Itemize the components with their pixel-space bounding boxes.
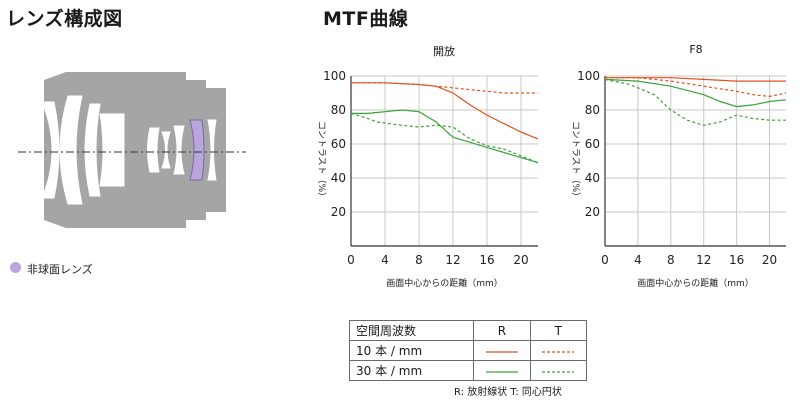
aspherical-legend-icon <box>10 262 21 273</box>
aspherical-legend-label: 非球面レンズ <box>27 263 93 276</box>
legend-header-r: R <box>473 320 531 341</box>
lens-element-1 <box>41 101 60 199</box>
legend-row-30: 30 本 / mm <box>348 360 588 381</box>
lens-diagram <box>18 72 246 228</box>
lens-section-title: レンズ構成図 <box>6 8 123 30</box>
mtf-chart-open: 0 4 8 12 16 20 20 40 60 80 100 画面中心からの距離（mm） コントラスト（… <box>316 69 539 289</box>
mtf-series-10-r <box>351 82 539 140</box>
y-tick-label: 100 <box>323 69 346 83</box>
chart-title-f8: F8 <box>689 43 703 56</box>
x-tick-label: 4 <box>634 253 642 267</box>
x-tick-label: 12 <box>445 253 460 267</box>
y-tick-label: 60 <box>585 137 600 151</box>
x-tick-label: 16 <box>479 253 494 267</box>
aspherical-lens-element <box>189 119 205 181</box>
mtf-chart-f8: 0 4 8 12 16 20 20 40 60 80 100 画面中心からの距離（mm） コントラスト（… <box>570 69 787 289</box>
legend-swatch-30-t <box>529 360 588 381</box>
chart-title-open: 開放 <box>433 45 455 58</box>
lens-element-6 <box>161 131 171 169</box>
y-axis-label: コントラスト（%） <box>316 121 327 201</box>
mtf-series-30-r <box>604 78 787 108</box>
lens-elements <box>41 95 217 205</box>
mtf-series-30-r <box>351 109 539 164</box>
lens-element-3 <box>84 103 101 197</box>
x-axis-label: 画面中心からの距離（mm） <box>637 277 754 289</box>
mtf-series-10-t <box>605 77 787 98</box>
mtf-series-10-t <box>351 82 538 94</box>
mtf-section-title: MTF曲線 <box>323 8 409 30</box>
x-tick-label: 20 <box>513 253 528 267</box>
legend-header-row: 空間周波数 R T <box>348 320 588 341</box>
y-axis-label: コントラスト（%） <box>570 121 581 201</box>
mtf-series-10-r <box>605 77 786 82</box>
x-tick-label: 0 <box>347 253 355 267</box>
legend-row-label: 10 本 / mm <box>348 340 475 361</box>
legend-swatch-30-r <box>473 360 531 381</box>
legend-header-t: T <box>529 320 588 341</box>
x-tick-label: 8 <box>415 253 423 267</box>
y-tick-label: 40 <box>585 171 600 185</box>
legend-row-label: 30 本 / mm <box>348 360 475 381</box>
x-axis-label: 画面中心からの距離（mm） <box>386 277 503 289</box>
lens-element-2 <box>59 95 83 205</box>
legend-row-10: 10 本 / mm <box>348 340 588 361</box>
y-tick-label: 20 <box>331 205 346 219</box>
legend-swatch-10-r <box>473 340 531 361</box>
x-tick-label: 20 <box>762 253 777 267</box>
x-tick-label: 8 <box>667 253 675 267</box>
x-tick-label: 12 <box>696 253 711 267</box>
x-tick-label: 4 <box>381 253 389 267</box>
legend-header-label: 空間周波数 <box>348 320 475 341</box>
lens-element-7 <box>173 125 185 175</box>
y-tick-label: 80 <box>331 103 346 117</box>
y-tick-label: 40 <box>331 171 346 185</box>
lens-element-9 <box>207 119 217 181</box>
y-tick-label: 20 <box>585 205 600 219</box>
x-tick-label: 16 <box>729 253 744 267</box>
lens-element-5 <box>147 127 160 173</box>
mtf-legend-table: 空間周波数 R T 10 本 / mm 30 本 / mm <box>348 320 588 381</box>
mtf-series-30-t <box>350 112 539 164</box>
legend-swatch-10-t <box>529 340 588 361</box>
mtf-series-30-t <box>604 78 786 126</box>
lens-element-4 <box>99 113 125 187</box>
x-tick-label: 0 <box>601 253 609 267</box>
y-tick-label: 80 <box>585 103 600 117</box>
legend-note: R: 放射線状 T: 同心円状 <box>454 387 562 398</box>
y-tick-label: 100 <box>577 69 600 83</box>
y-tick-label: 60 <box>331 137 346 151</box>
